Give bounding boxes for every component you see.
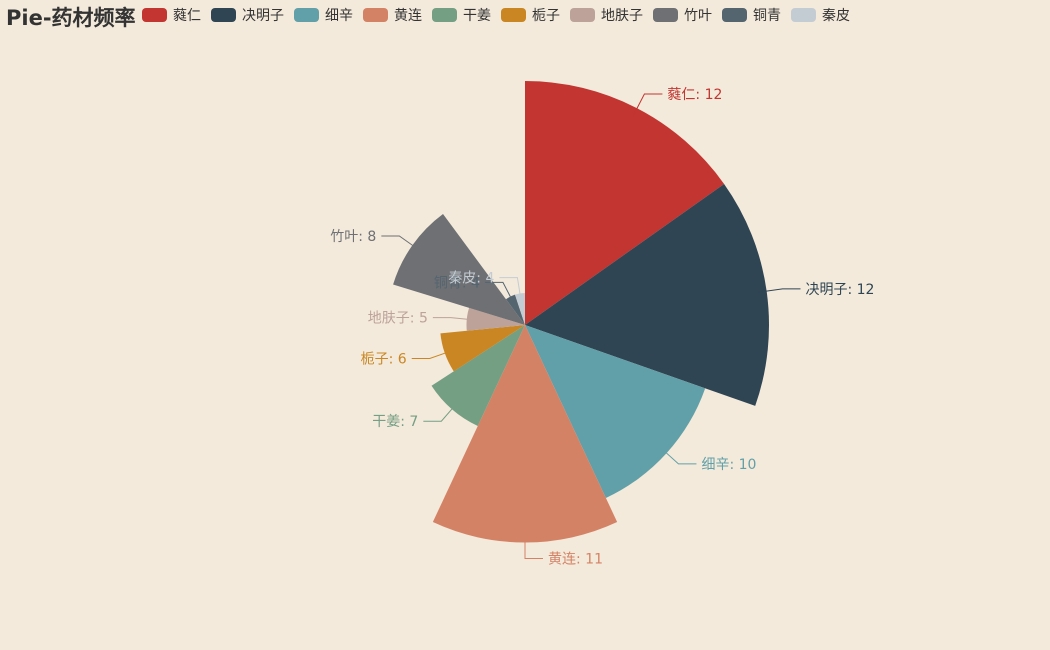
legend-label: 秦皮 <box>822 8 850 24</box>
pie-slice[interactable] <box>525 183 769 406</box>
label-leader-line <box>499 277 522 302</box>
legend-label: 蕤仁 <box>173 8 201 24</box>
pie-slice[interactable] <box>466 307 526 331</box>
slice-label: 决明子: 12 <box>805 282 874 298</box>
slice-label: 干姜: 7 <box>372 414 418 430</box>
slice-label: 地肤子: 5 <box>368 311 428 327</box>
legend-label: 决明子 <box>242 8 284 24</box>
legend-label: 栀子 <box>532 8 560 24</box>
label-leader-line <box>660 447 697 465</box>
legend-label: 黄连 <box>394 8 422 24</box>
legend-swatch <box>653 8 678 22</box>
label-leader-line <box>484 281 515 304</box>
legend-label: 干姜 <box>463 8 491 24</box>
legend-label: 细辛 <box>325 8 353 24</box>
slice-label: 秦皮: 4 <box>448 271 494 287</box>
legend-swatch <box>432 8 457 22</box>
label-leader-line <box>381 235 420 251</box>
pie-slice[interactable] <box>432 325 618 543</box>
label-leader-line <box>423 402 458 422</box>
legend-label: 地肤子 <box>601 8 643 24</box>
label-leader-line <box>524 534 543 559</box>
label-leader-line <box>432 317 475 321</box>
pie-slice[interactable] <box>514 293 525 325</box>
pie-slice[interactable] <box>440 325 525 372</box>
label-leader-line <box>758 288 801 293</box>
label-leader-line <box>632 93 663 116</box>
chart-title: Pie-药材频率 <box>6 6 136 30</box>
pie-slice[interactable] <box>431 325 525 427</box>
legend-swatch <box>501 8 526 22</box>
legend-swatch <box>211 8 236 22</box>
slice-label: 竹叶: 8 <box>330 229 376 245</box>
legend-item[interactable]: 蕤仁 <box>142 5 201 25</box>
slice-label: 蕤仁: 12 <box>667 87 722 103</box>
legend-swatch <box>142 8 167 22</box>
pie-slice[interactable] <box>525 325 706 499</box>
slice-label: 铜青: 4 <box>434 275 480 291</box>
chart-legend: 蕤仁 决明子 细辛 黄连 干姜 栀子 地肤子 竹叶 铜青 秦皮 <box>142 4 850 26</box>
legend-item[interactable]: 竹叶 <box>653 5 712 25</box>
legend-swatch <box>791 8 816 22</box>
legend-label: 竹叶 <box>684 8 712 24</box>
legend-item[interactable]: 细辛 <box>294 5 353 25</box>
pie-slice[interactable] <box>525 81 725 325</box>
legend-item[interactable]: 干姜 <box>432 5 491 25</box>
slice-label: 细辛: 10 <box>701 457 756 473</box>
legend-item[interactable]: 决明子 <box>211 5 284 25</box>
label-leader-line <box>411 350 453 359</box>
pie-slice[interactable] <box>393 214 525 325</box>
legend-swatch <box>363 8 388 22</box>
legend-item[interactable]: 秦皮 <box>791 5 850 25</box>
pie-slice[interactable] <box>505 294 525 325</box>
legend-item[interactable]: 黄连 <box>363 5 422 25</box>
legend-item[interactable]: 栀子 <box>501 5 560 25</box>
legend-item[interactable]: 地肤子 <box>570 5 643 25</box>
slice-label: 栀子: 6 <box>361 351 407 367</box>
legend-swatch <box>570 8 595 22</box>
legend-item[interactable]: 铜青 <box>722 5 781 25</box>
slice-label: 黄连: 11 <box>548 551 603 568</box>
legend-swatch <box>294 8 319 22</box>
legend-label: 铜青 <box>753 8 781 24</box>
legend-swatch <box>722 8 747 22</box>
